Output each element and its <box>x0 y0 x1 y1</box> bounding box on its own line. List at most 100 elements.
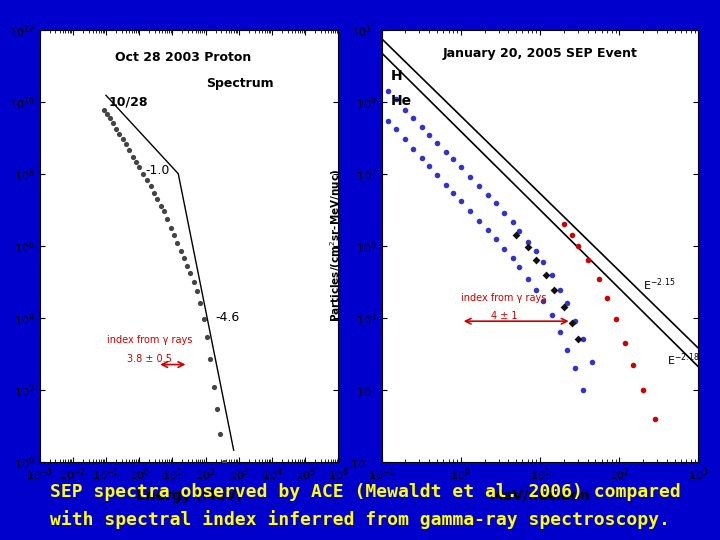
Point <box>400 105 411 114</box>
Point <box>175 247 186 255</box>
Point <box>423 131 435 139</box>
Y-axis label: Protons/(cm$^2$sr-MeV): Protons/(cm$^2$sr-MeV) <box>0 180 4 312</box>
Point <box>382 86 394 95</box>
Point <box>194 299 206 308</box>
Point <box>168 231 179 239</box>
Point <box>627 360 639 369</box>
Point <box>102 110 113 118</box>
Point <box>637 386 649 394</box>
Point <box>513 263 525 272</box>
Point <box>610 315 621 323</box>
Point <box>482 191 494 200</box>
Point <box>473 216 485 225</box>
Point <box>201 332 212 341</box>
Point <box>522 274 534 283</box>
Point <box>189 278 200 286</box>
Point <box>455 197 467 206</box>
Point <box>593 274 604 283</box>
Point <box>554 328 566 336</box>
Point <box>158 207 169 215</box>
Point <box>577 335 589 343</box>
Point <box>562 299 573 308</box>
Point <box>416 123 428 131</box>
Point <box>586 357 598 366</box>
Point <box>531 247 542 255</box>
Point <box>440 148 451 157</box>
Point <box>482 226 494 234</box>
Point <box>141 176 153 185</box>
Point <box>572 335 583 343</box>
Point <box>138 170 149 178</box>
X-axis label: MeV/nucleon: MeV/nucleon <box>490 489 590 503</box>
Point <box>127 152 139 161</box>
Point <box>431 171 443 180</box>
Point <box>423 162 435 171</box>
Point <box>120 140 132 149</box>
Point <box>114 129 125 138</box>
Text: index from γ rays: index from γ rays <box>462 293 546 302</box>
Point <box>566 231 577 239</box>
Text: E$^{-2.18}$: E$^{-2.18}$ <box>667 352 699 368</box>
Text: index from γ rays: index from γ rays <box>107 335 192 345</box>
Text: H: H <box>391 69 402 83</box>
Point <box>133 163 145 172</box>
Point <box>554 285 566 294</box>
Text: Spectrum: Spectrum <box>206 77 274 90</box>
Text: 4 ± 1: 4 ± 1 <box>490 312 517 321</box>
Point <box>548 285 559 294</box>
Point <box>431 139 443 147</box>
Point <box>464 207 476 215</box>
Point <box>566 319 577 328</box>
Point <box>107 119 119 127</box>
Text: -4.6: -4.6 <box>215 311 240 324</box>
Point <box>408 144 419 153</box>
Point <box>192 287 203 295</box>
Point <box>110 124 122 133</box>
Point <box>218 457 230 466</box>
Point <box>185 269 197 278</box>
X-axis label: Energy (MeV): Energy (MeV) <box>136 489 242 503</box>
Point <box>601 294 613 302</box>
Point <box>171 239 183 247</box>
Point <box>222 483 233 491</box>
Point <box>148 188 160 197</box>
Text: E$^{-2.15}$: E$^{-2.15}$ <box>643 276 675 293</box>
Point <box>464 173 476 181</box>
Point <box>440 180 451 189</box>
Point <box>151 194 163 203</box>
Point <box>208 382 220 391</box>
Point <box>382 116 394 125</box>
Point <box>538 258 549 266</box>
Point <box>455 163 467 172</box>
Point <box>570 364 581 373</box>
Point <box>145 182 156 191</box>
Point <box>546 271 557 280</box>
Point <box>507 254 518 262</box>
Point <box>178 254 189 262</box>
Point <box>531 285 542 294</box>
Point <box>558 220 570 228</box>
Point <box>510 231 522 239</box>
Point <box>161 215 173 224</box>
Point <box>104 114 115 123</box>
Point <box>541 271 552 280</box>
Point <box>498 209 510 218</box>
Point <box>198 315 210 323</box>
Text: He: He <box>391 94 412 108</box>
Point <box>416 153 428 162</box>
Point <box>522 243 534 252</box>
Point <box>473 182 485 191</box>
Point <box>490 235 502 244</box>
Point <box>400 135 411 144</box>
Point <box>620 339 631 347</box>
Point <box>123 146 135 154</box>
Point <box>562 345 573 354</box>
Point <box>522 237 534 246</box>
Point <box>649 415 660 424</box>
Point <box>165 223 176 232</box>
Point <box>204 355 216 363</box>
Point <box>211 404 222 413</box>
Point <box>513 227 525 235</box>
Text: 10/28: 10/28 <box>109 95 148 108</box>
Text: 3.8 ± 0.5: 3.8 ± 0.5 <box>127 354 171 363</box>
